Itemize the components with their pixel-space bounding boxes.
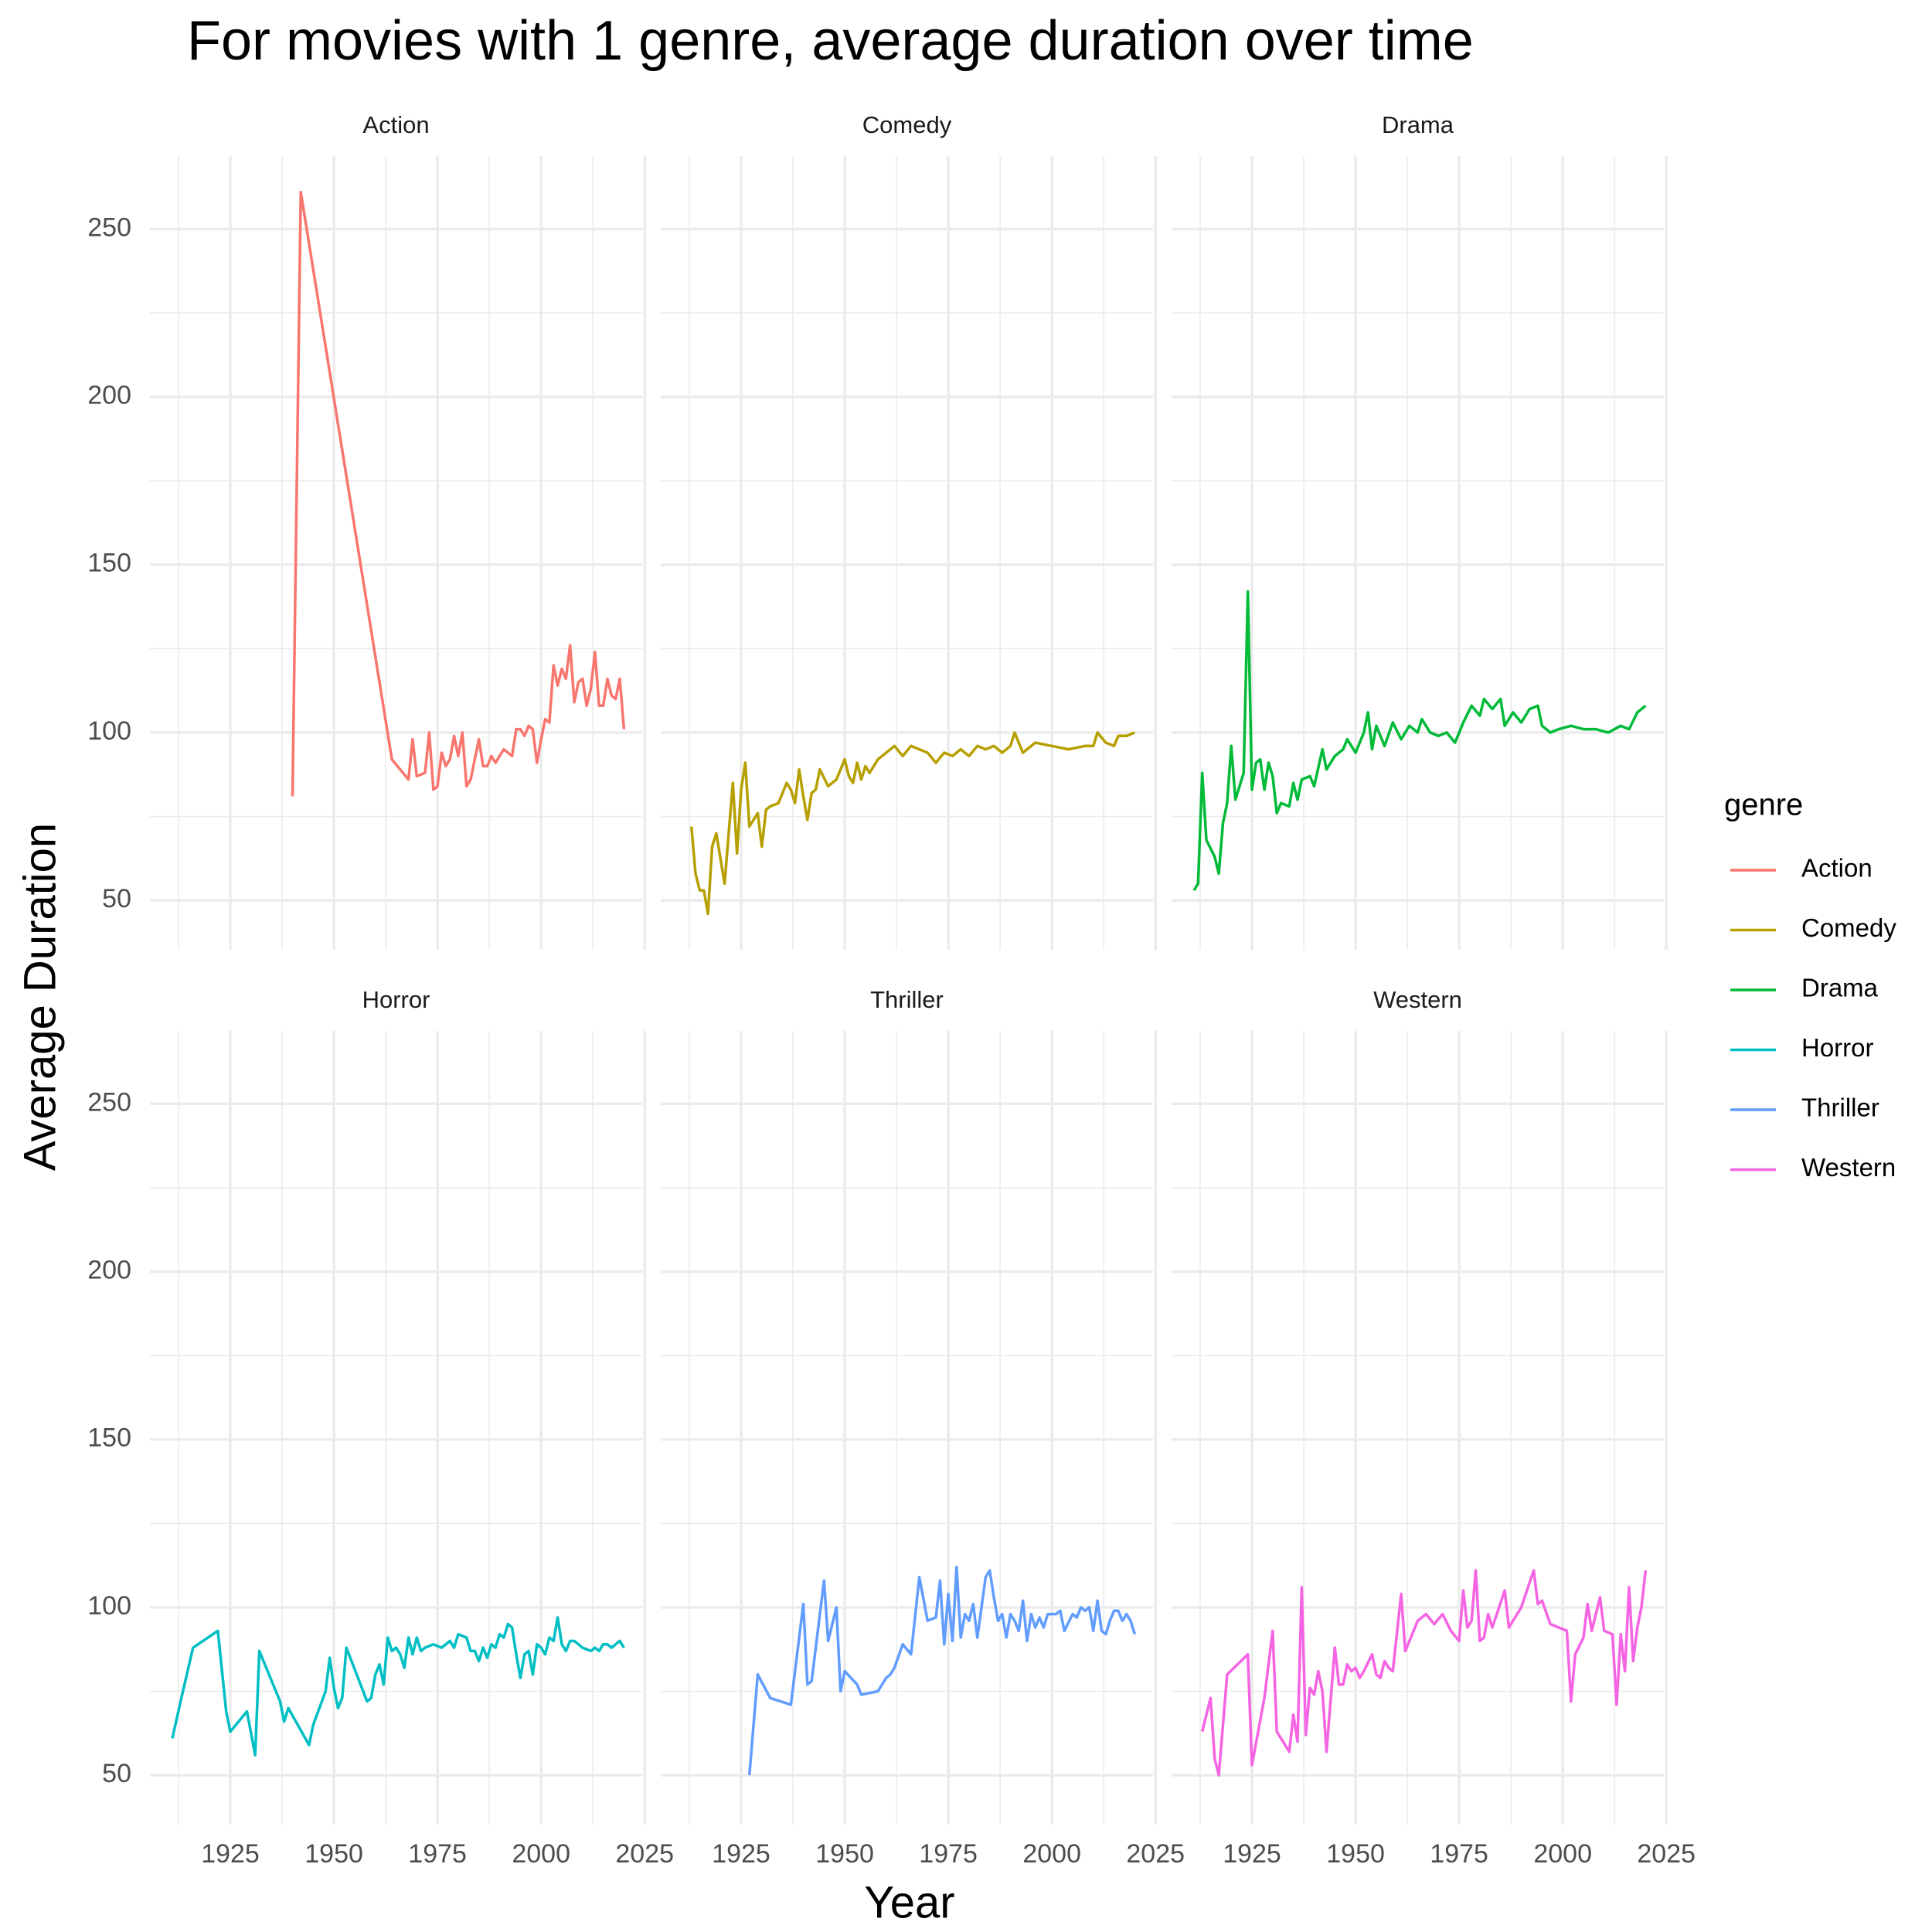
x-tick-label: 1975 — [919, 1839, 978, 1869]
x-tick-label: 2000 — [1022, 1839, 1081, 1869]
facet-label: Western — [1373, 986, 1462, 1013]
x-tick-label: 2000 — [1533, 1839, 1592, 1869]
legend-title: genre — [1724, 788, 1803, 822]
y-tick-label: 250 — [87, 1087, 131, 1117]
legend-label: Thriller — [1801, 1094, 1879, 1122]
legend-label: Drama — [1801, 974, 1879, 1002]
y-tick-label: 250 — [87, 213, 131, 242]
data-line — [689, 731, 1136, 916]
x-axis-title: Year — [864, 1877, 954, 1927]
legend-label: Action — [1801, 854, 1872, 883]
legend-label: Comedy — [1801, 913, 1896, 942]
facet-label: Drama — [1382, 111, 1454, 138]
y-tick-label: 200 — [87, 1255, 131, 1284]
data-line — [171, 1616, 625, 1757]
y-tick-label: 150 — [87, 1423, 131, 1453]
data-line — [1201, 1569, 1648, 1777]
facet-label: Comedy — [862, 111, 952, 138]
legend-label: Horror — [1801, 1033, 1874, 1062]
x-tick-label: 1950 — [815, 1839, 874, 1869]
x-tick-label: 2025 — [1637, 1839, 1696, 1869]
y-tick-label: 100 — [87, 716, 131, 746]
data-line — [291, 190, 626, 797]
facet-label: Action — [362, 111, 429, 138]
x-tick-label: 2000 — [512, 1839, 570, 1869]
x-tick-label: 1950 — [304, 1839, 363, 1869]
facet-label: Horror — [362, 986, 430, 1013]
y-tick-label: 200 — [87, 380, 131, 410]
y-tick-label: 100 — [87, 1591, 131, 1621]
y-axis-title: Average Duration — [15, 823, 65, 1171]
x-tick-label: 2025 — [1126, 1839, 1185, 1869]
legend-label: Western — [1801, 1153, 1896, 1182]
x-tick-label: 2025 — [615, 1839, 674, 1869]
y-tick-label: 50 — [102, 884, 131, 913]
data-line — [1192, 590, 1647, 892]
x-tick-label: 1950 — [1326, 1839, 1385, 1869]
facet-label: Thriller — [870, 986, 944, 1013]
chart-title: For movies with 1 genre, average duratio… — [187, 10, 1474, 72]
x-tick-label: 1925 — [201, 1839, 260, 1869]
y-tick-label: 50 — [102, 1759, 131, 1788]
data-line — [747, 1566, 1137, 1776]
x-tick-label: 1975 — [1430, 1839, 1488, 1869]
x-tick-label: 1925 — [1223, 1839, 1281, 1869]
x-tick-label: 1925 — [712, 1839, 770, 1869]
x-tick-label: 1975 — [408, 1839, 467, 1869]
y-tick-label: 150 — [87, 549, 131, 578]
